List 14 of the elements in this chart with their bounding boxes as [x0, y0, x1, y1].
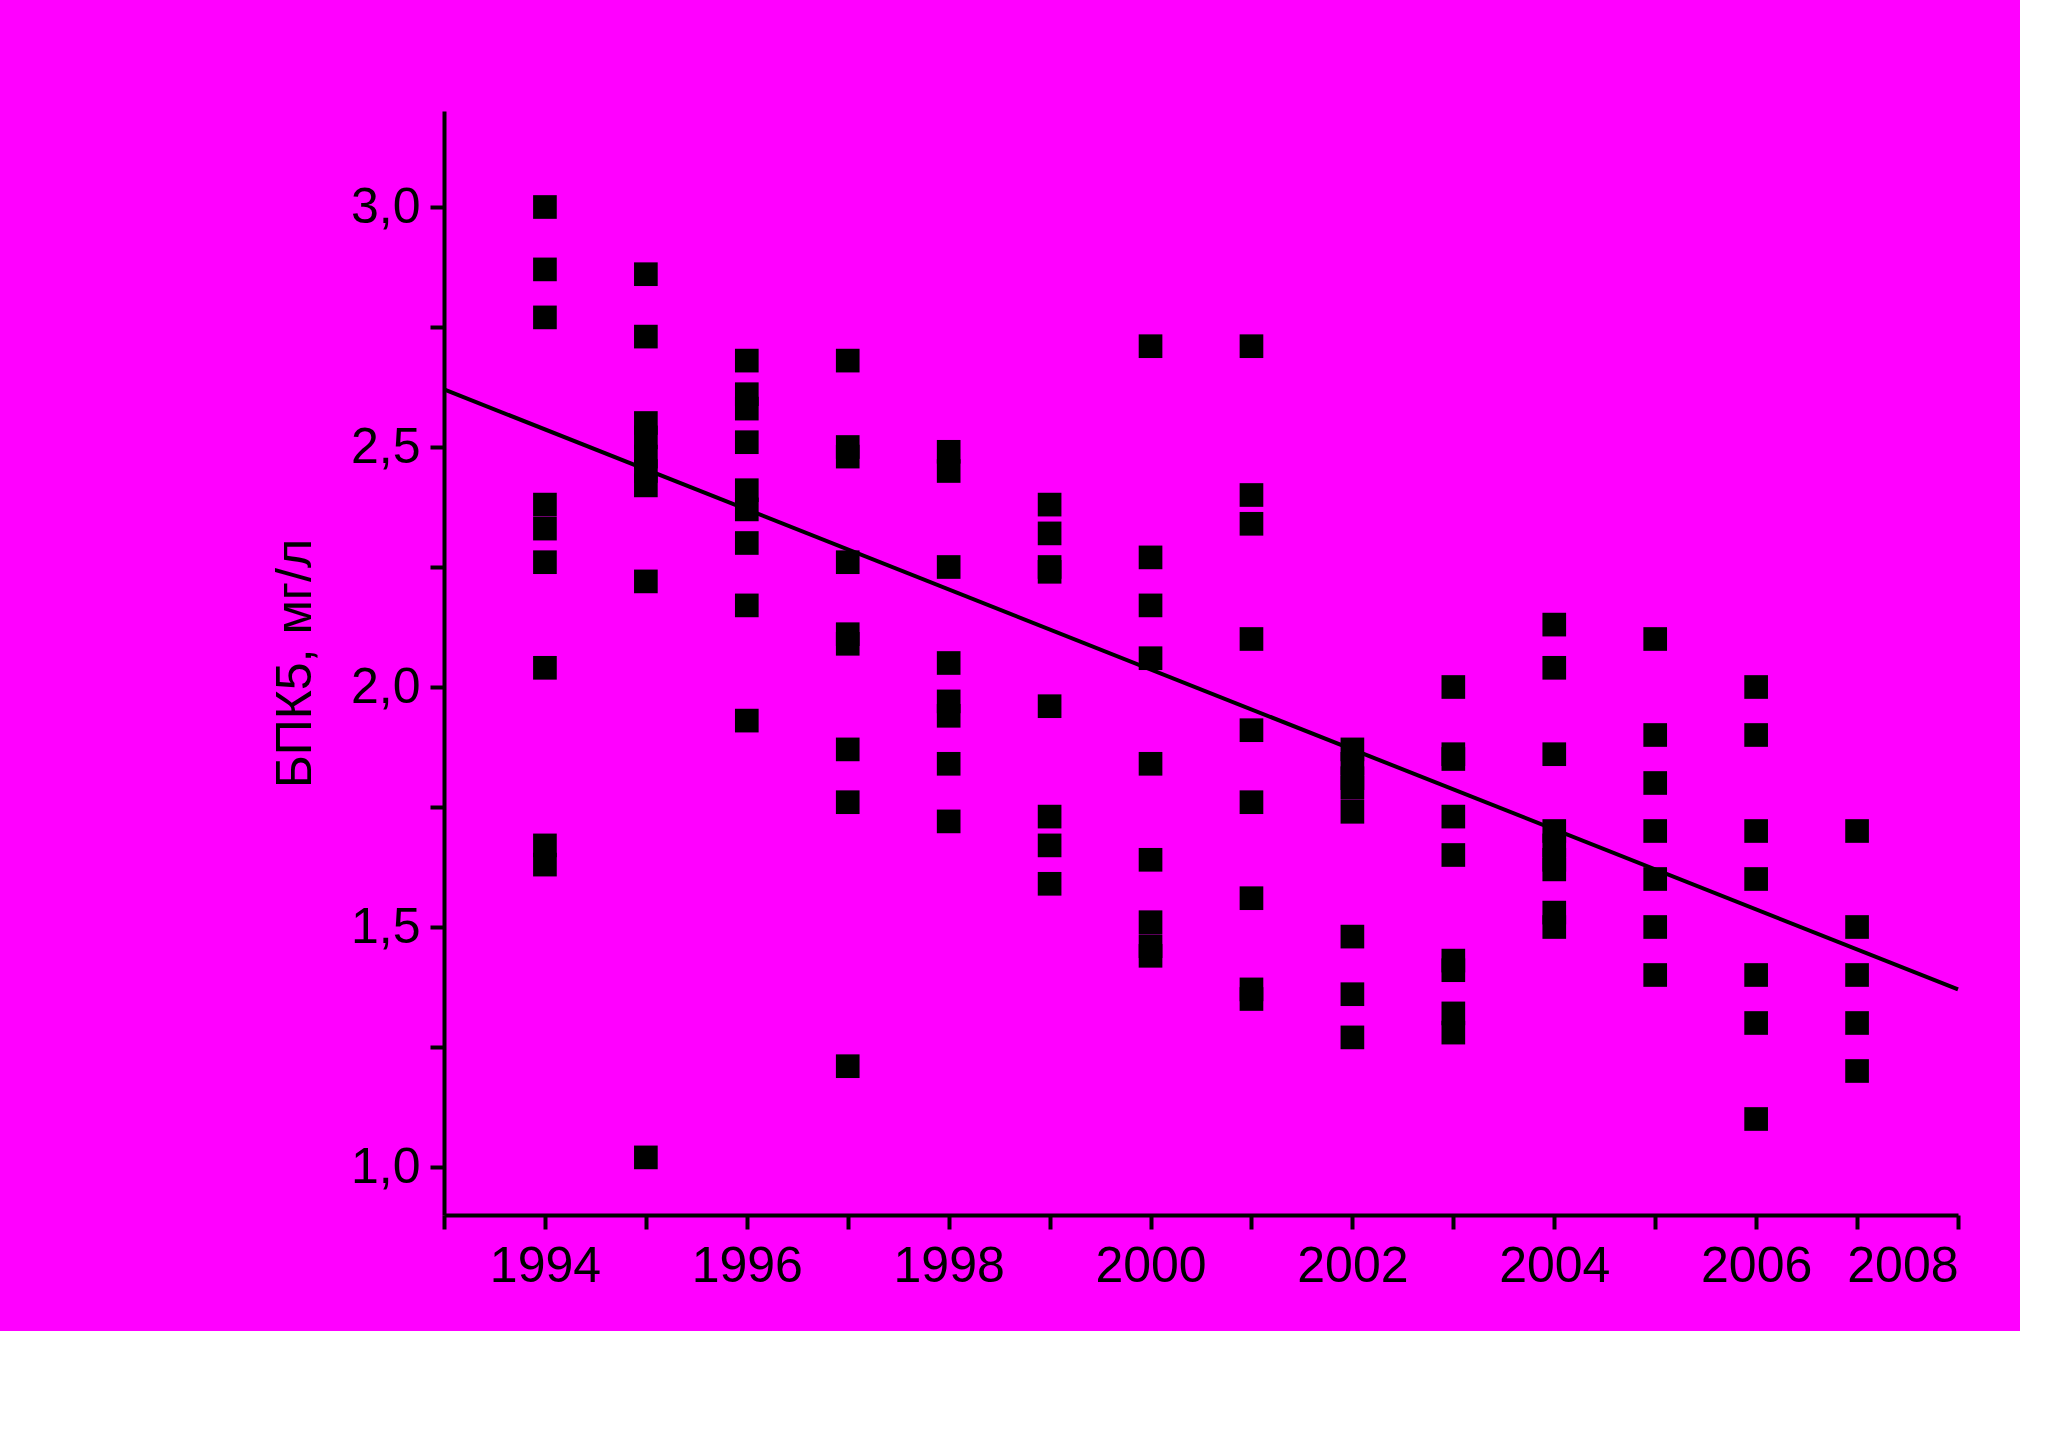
x-tick-label: 2008: [1847, 1236, 1959, 1293]
x-tick-label: 2006: [1701, 1236, 1813, 1293]
x-tick-label: 2004: [1499, 1236, 1611, 1293]
y-axis-title: БПК5, мг/л: [265, 538, 322, 789]
y-tick-label: 1,5: [350, 897, 421, 954]
y-tick-label: 2,0: [350, 657, 421, 714]
y-tick-label: 3,0: [350, 177, 421, 234]
y-tick-label: 1,0: [350, 1137, 421, 1194]
x-tick-label: 1998: [893, 1236, 1005, 1293]
x-tick-label: 2002: [1297, 1236, 1409, 1293]
y-tick-label: 2,5: [350, 417, 421, 474]
x-tick-label: 1996: [691, 1236, 803, 1293]
x-tick-label: 2000: [1095, 1236, 1207, 1293]
x-tick-label: 1994: [489, 1236, 602, 1293]
